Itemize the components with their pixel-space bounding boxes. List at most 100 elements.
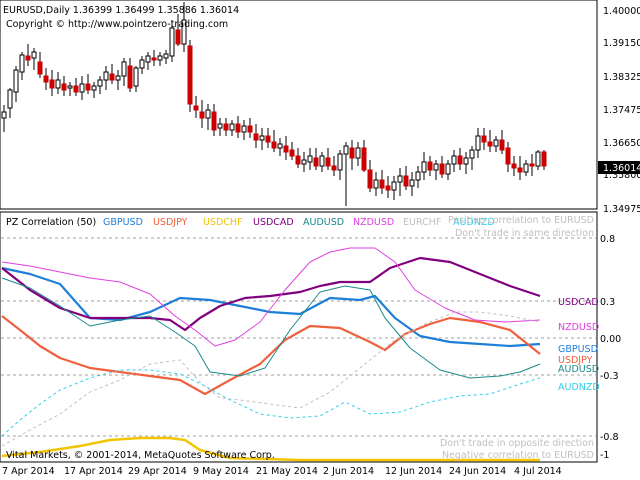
candle-body: [43, 75, 49, 83]
candle-body: [187, 45, 193, 105]
level-label: -0.8: [600, 432, 619, 443]
candle-body: [469, 149, 475, 159]
candle-body: [103, 71, 109, 81]
candle-body: [361, 147, 367, 171]
level-label: 0.8: [600, 234, 615, 245]
end-label-usdjpy: USDJPY: [558, 355, 593, 366]
time-tick: 9 May 2014: [193, 466, 249, 477]
candle-body: [451, 155, 457, 165]
level-label: -1: [600, 450, 609, 461]
candle-body: [295, 155, 301, 165]
candle-body: [421, 161, 427, 173]
candle-body: [313, 157, 319, 167]
candle-body: [151, 57, 157, 61]
price-tick: 1.39150: [603, 38, 640, 49]
candle-body: [109, 73, 115, 81]
candle-body: [391, 181, 397, 191]
candle-body: [325, 157, 331, 167]
price-axis: 1.40000 1.39150 1.38325 1.37475 1.36650 …: [603, 6, 640, 215]
legend-audnzd: AUDNZD: [453, 217, 495, 228]
candle-body: [541, 151, 547, 167]
end-label-audnzd: AUDNZD: [558, 382, 600, 393]
candle-body: [409, 179, 415, 187]
candle-body: [517, 167, 523, 173]
candle-body: [475, 135, 481, 151]
legend-usdcad: USDCAD: [253, 217, 294, 228]
symbol-line: EURUSD,Daily 1.36399 1.36499 1.35886 1.3…: [3, 5, 239, 16]
current-price-label: 1.36014: [603, 163, 640, 174]
time-tick: 17 Apr 2014: [64, 466, 123, 477]
candle-body: [85, 83, 91, 91]
candle-body: [265, 135, 271, 143]
series-end-labels: USDCAD NZDUSD GBPUSD USDJPY AUDUSD AUDNZ…: [558, 297, 600, 393]
candle-body: [37, 61, 43, 75]
candle-body: [73, 85, 79, 93]
time-axis: 7 Apr 2014 17 Apr 2014 29 Apr 2014 9 May…: [2, 466, 562, 477]
candle-body: [493, 139, 499, 147]
time-tick: 7 Apr 2014: [2, 466, 55, 477]
candle-body: [271, 141, 277, 149]
candle-body: [331, 165, 337, 171]
candle-body: [181, 19, 187, 45]
candle-body: [31, 51, 37, 59]
legend-eurchf: EURCHF: [403, 217, 441, 228]
note-opposite-direction: Don't trade in opposite direction: [440, 438, 594, 449]
note-same-direction: Don't trade in same direction: [455, 228, 594, 239]
level-axis: 0.8 0.3 0.00 -0.3 -0.8 -1: [600, 234, 621, 461]
candle-body: [307, 155, 313, 163]
eurchf-line: [1, 311, 541, 447]
end-label-gbpusd: GBPUSD: [558, 344, 598, 355]
candle-body: [529, 163, 535, 167]
candle-body: [427, 161, 433, 171]
level-label: -0.3: [600, 371, 619, 382]
time-tick: 24 Jun 2014: [449, 466, 506, 477]
candle-body: [349, 147, 355, 159]
candle-body: [121, 61, 127, 77]
candle-body: [367, 169, 373, 189]
candle-body: [511, 163, 517, 169]
price-tick: 1.37475: [603, 105, 640, 116]
candle-body: [289, 149, 295, 157]
candle-body: [139, 59, 145, 69]
candle-body: [445, 163, 451, 175]
indicator-legend: GBPUSD USDJPY USDCHF USDCAD AUDUSD NZDUS…: [103, 217, 495, 228]
candle-body: [355, 147, 361, 159]
candle-body: [403, 175, 409, 187]
end-label-nzdusd: NZDUSD: [558, 322, 599, 333]
candle-body: [49, 79, 55, 89]
candle-body: [253, 133, 259, 141]
candle-body: [79, 83, 85, 93]
legend-usdjpy: USDJPY: [153, 217, 188, 228]
indicator-pane[interactable]: [0, 211, 598, 463]
candle-body: [61, 83, 67, 91]
indicator-title: PZ Correlation (50): [6, 217, 96, 228]
candle-body: [211, 111, 217, 131]
candle-body: [115, 75, 121, 81]
candle-body: [235, 123, 241, 133]
audusd-line: [1, 277, 541, 379]
candle-body: [97, 79, 103, 87]
candle-body: [499, 139, 505, 151]
time-tick: 21 May 2014: [256, 466, 318, 477]
candle-body: [133, 67, 139, 87]
candle-body: [169, 27, 175, 57]
time-tick: 4 Jul 2014: [514, 466, 562, 477]
candle-body: [199, 111, 205, 119]
candlesticks: [1, 2, 547, 206]
candle-body: [55, 79, 61, 89]
candle-body: [487, 141, 493, 147]
end-label-usdcad: USDCAD: [558, 297, 599, 308]
candle-body: [379, 179, 385, 189]
candle-body: [145, 55, 151, 63]
legend-nzdusd: NZDUSD: [353, 217, 394, 228]
candle-body: [259, 135, 265, 141]
candle-body: [505, 147, 511, 165]
note-positive-correlation: Positive correlation to EURUSD: [448, 215, 594, 226]
nzdusd-line: [1, 247, 541, 347]
candle-body: [319, 155, 325, 167]
candle-body: [283, 145, 289, 153]
candle-body: [13, 69, 19, 93]
candle-body: [1, 111, 7, 119]
price-pane[interactable]: [0, 0, 598, 210]
